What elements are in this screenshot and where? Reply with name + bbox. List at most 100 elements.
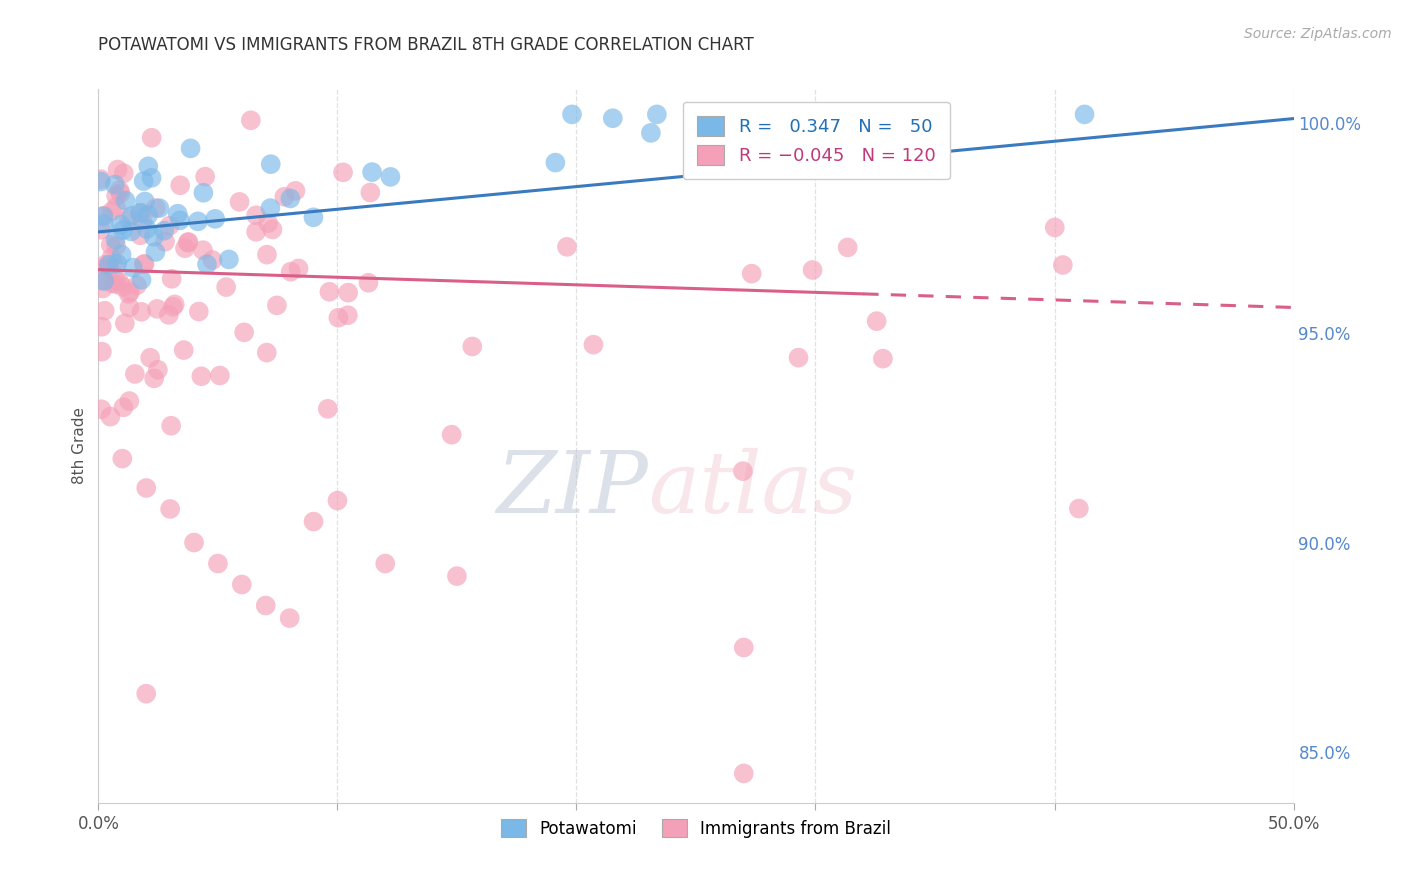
Point bbox=[157, 308, 180, 322]
Point bbox=[254, 599, 277, 613]
Point bbox=[215, 280, 238, 294]
Point bbox=[114, 194, 136, 208]
Point bbox=[894, 107, 917, 121]
Point bbox=[132, 257, 155, 271]
Point bbox=[191, 243, 214, 257]
Point bbox=[177, 235, 200, 250]
Point bbox=[153, 235, 176, 249]
Point bbox=[108, 183, 131, 197]
Point bbox=[101, 276, 124, 290]
Text: Source: ZipAtlas.com: Source: ZipAtlas.com bbox=[1244, 27, 1392, 41]
Point bbox=[101, 204, 124, 219]
Point bbox=[837, 240, 859, 254]
Point bbox=[90, 223, 112, 237]
Point bbox=[259, 201, 281, 215]
Point bbox=[91, 209, 114, 223]
Point bbox=[145, 201, 167, 215]
Point bbox=[555, 240, 578, 254]
Point bbox=[602, 112, 624, 126]
Point bbox=[114, 316, 136, 330]
Point bbox=[195, 257, 218, 271]
Point bbox=[153, 224, 176, 238]
Point bbox=[146, 363, 169, 377]
Point bbox=[218, 252, 240, 267]
Point bbox=[131, 273, 153, 287]
Point bbox=[201, 253, 224, 268]
Point bbox=[118, 212, 141, 227]
Point bbox=[91, 281, 114, 295]
Point bbox=[440, 427, 463, 442]
Point bbox=[143, 371, 166, 385]
Point bbox=[174, 241, 197, 255]
Point bbox=[93, 274, 115, 288]
Point bbox=[169, 178, 191, 193]
Point bbox=[233, 326, 256, 340]
Point bbox=[145, 244, 167, 259]
Point bbox=[100, 238, 122, 252]
Point bbox=[139, 351, 162, 365]
Point bbox=[374, 557, 396, 571]
Point bbox=[359, 186, 381, 200]
Point bbox=[645, 107, 668, 121]
Point bbox=[94, 258, 117, 272]
Point bbox=[98, 409, 122, 424]
Point bbox=[257, 216, 280, 230]
Point bbox=[159, 219, 181, 233]
Point bbox=[337, 285, 360, 300]
Point bbox=[105, 256, 128, 270]
Point bbox=[284, 184, 307, 198]
Point bbox=[90, 175, 112, 189]
Point bbox=[90, 402, 112, 417]
Point bbox=[112, 166, 135, 180]
Point bbox=[446, 569, 468, 583]
Point bbox=[169, 213, 191, 227]
Point bbox=[160, 272, 183, 286]
Point bbox=[194, 169, 217, 184]
Point bbox=[90, 273, 112, 287]
Point bbox=[731, 464, 754, 478]
Text: atlas: atlas bbox=[648, 448, 858, 530]
Text: ZIP: ZIP bbox=[496, 448, 648, 530]
Point bbox=[105, 239, 128, 253]
Point bbox=[90, 344, 112, 359]
Point bbox=[129, 228, 152, 243]
Point bbox=[380, 169, 402, 184]
Point bbox=[461, 339, 484, 353]
Point bbox=[146, 301, 169, 316]
Point bbox=[93, 209, 115, 223]
Point bbox=[118, 394, 141, 409]
Point bbox=[190, 369, 212, 384]
Point bbox=[148, 201, 170, 215]
Point bbox=[90, 319, 112, 334]
Point bbox=[326, 493, 349, 508]
Point bbox=[273, 190, 295, 204]
Point bbox=[204, 211, 226, 226]
Point bbox=[865, 314, 887, 328]
Point bbox=[132, 174, 155, 188]
Point bbox=[302, 515, 325, 529]
Point bbox=[1043, 220, 1066, 235]
Point bbox=[801, 263, 824, 277]
Point bbox=[134, 257, 156, 271]
Point bbox=[207, 557, 229, 571]
Point bbox=[135, 481, 157, 495]
Point bbox=[336, 308, 359, 322]
Point bbox=[582, 337, 605, 351]
Point bbox=[318, 285, 340, 299]
Point bbox=[135, 687, 157, 701]
Y-axis label: 8th Grade: 8th Grade bbox=[72, 408, 87, 484]
Point bbox=[228, 194, 250, 209]
Point bbox=[90, 172, 112, 186]
Point bbox=[118, 301, 141, 315]
Point bbox=[256, 247, 278, 261]
Point bbox=[90, 262, 112, 277]
Point bbox=[262, 222, 284, 236]
Point bbox=[245, 208, 267, 222]
Point bbox=[105, 200, 128, 214]
Point bbox=[141, 170, 163, 185]
Point bbox=[280, 191, 302, 205]
Point bbox=[131, 214, 153, 228]
Point bbox=[124, 367, 146, 381]
Point bbox=[104, 273, 127, 287]
Point bbox=[208, 368, 231, 383]
